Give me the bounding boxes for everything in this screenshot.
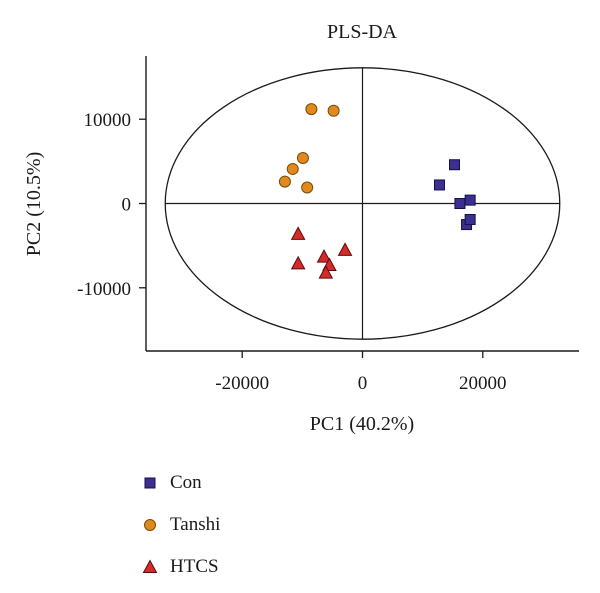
point-tanshi: [296, 151, 309, 164]
point-tanshi: [327, 104, 340, 117]
point-tanshi: [305, 103, 318, 116]
point-con: [449, 159, 461, 171]
y-tick-label: -10000: [77, 279, 131, 300]
confidence-ellipse: [164, 67, 561, 340]
point-con: [464, 194, 476, 206]
pls-da-chart: PLS-DA -20000 0 20000 -10000 0 10000 PC1 (40.…: [23, 21, 579, 435]
square-marker-icon: [144, 477, 156, 489]
point-htcs: [290, 255, 306, 270]
y-tick-label: 10000: [84, 110, 132, 131]
point-htcs: [290, 226, 306, 240]
point-tanshi: [286, 162, 299, 175]
legend-label-con: Con: [170, 472, 202, 493]
point-htcs: [337, 242, 353, 256]
point-tanshi: [301, 181, 314, 194]
plot-area: -20000 0 20000 -10000 0 10000: [77, 56, 579, 394]
y-tick-label: 0: [122, 195, 132, 216]
y-axis-label: PC2 (10.5%): [23, 152, 45, 256]
x-tick-label: 20000: [459, 373, 507, 394]
legend-label-htcs: HTCS: [170, 556, 219, 577]
point-con: [454, 198, 466, 209]
x-axis-label: PC1 (40.2%): [310, 413, 414, 435]
legend: Con Tanshi HTCS: [140, 462, 220, 588]
point-htcs: [316, 249, 332, 263]
point-htcs: [318, 265, 334, 279]
point-con: [464, 214, 476, 226]
triangle-marker-icon: [142, 559, 158, 573]
legend-item-tanshi: Tanshi: [140, 504, 220, 546]
point-con: [433, 179, 445, 191]
legend-item-con: Con: [140, 462, 220, 504]
x-tick-label: -20000: [215, 373, 269, 394]
legend-item-htcs: HTCS: [140, 546, 220, 588]
circle-marker-icon: [144, 519, 156, 531]
chart-title: PLS-DA: [327, 21, 398, 43]
legend-label-tanshi: Tanshi: [170, 514, 221, 535]
x-tick-label: 0: [358, 373, 368, 394]
point-tanshi: [278, 175, 291, 188]
